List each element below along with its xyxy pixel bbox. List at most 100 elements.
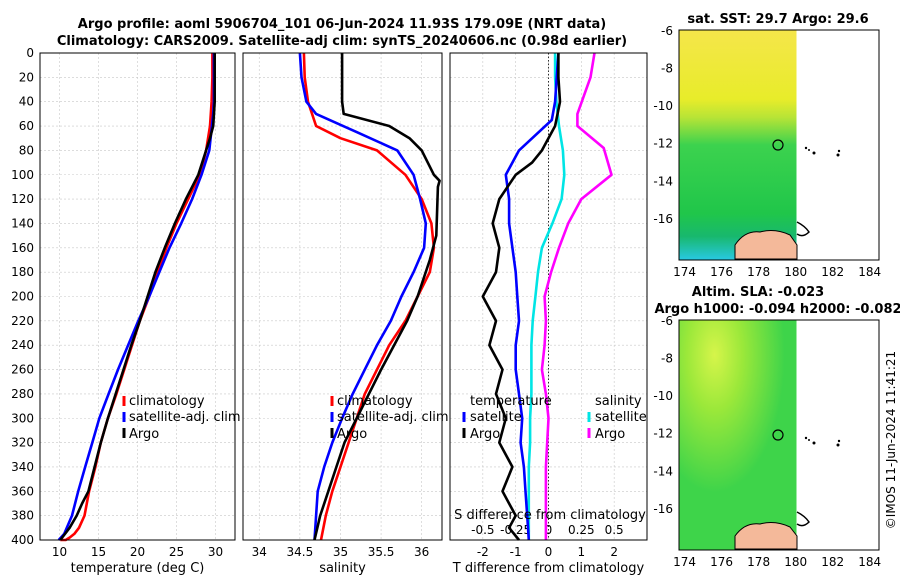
- imos-credit: ©IMOS 11-Jun-2024 11:41:21: [884, 351, 898, 529]
- series-line: [298, 52, 428, 541]
- series-line: [313, 53, 441, 541]
- y-tick-label: 260: [11, 363, 34, 377]
- map-x-tick-label: 178: [747, 555, 770, 569]
- map-x-tick-label: 182: [821, 555, 844, 569]
- fiji-land: [734, 230, 798, 260]
- s-tick-label: -0.25: [500, 523, 531, 537]
- map-y-tick-label: -16: [653, 502, 673, 516]
- map-y-tick-label: -8: [661, 352, 673, 366]
- island-dot: [812, 151, 816, 155]
- series-line: [481, 53, 562, 541]
- x-axis-label: salinity: [319, 561, 366, 576]
- x-tick-label: 35: [333, 545, 348, 559]
- x-tick-label: 25: [169, 545, 184, 559]
- legend-argo-label: Argo: [129, 427, 159, 442]
- map-y-tick-label: -16: [653, 212, 673, 226]
- s-tick-label: -0.5: [471, 523, 494, 537]
- x-tick-label: 0: [545, 545, 553, 559]
- y-tick-label: 400: [11, 533, 34, 547]
- x-tick-label: 35.5: [368, 545, 395, 559]
- island-dot: [804, 146, 808, 150]
- x-tick-label: 36: [414, 545, 429, 559]
- y-tick-label: 160: [11, 241, 34, 255]
- x-axis-label: temperature (deg C): [71, 561, 205, 576]
- map-y-tick-label: -12: [653, 137, 673, 151]
- legend-climatology-label: climatology: [337, 394, 413, 409]
- legend-climatology-label: climatology: [129, 394, 205, 409]
- series-line: [302, 52, 436, 541]
- s-tick-label: 0.5: [605, 523, 624, 537]
- argo-position-marker: [772, 139, 784, 151]
- island-outline: [796, 221, 810, 237]
- sla-map-title2: Argo h1000: -0.094 h2000: -0.082: [654, 302, 900, 317]
- argo-position-marker: [772, 429, 784, 441]
- legend-salinity-label: salinity: [595, 394, 642, 409]
- s-tick-label: 0.25: [568, 523, 595, 537]
- legend-satellite-label: satellite-adj. clim: [129, 410, 241, 425]
- legend-t-argo-label: Argo: [470, 427, 500, 442]
- difference-legend-temperature: temperature satellite Argo: [462, 394, 552, 442]
- y-tick-label: 320: [11, 436, 34, 450]
- salinity-panel: 34 34.5 35 35.5 36 salinity: [242, 52, 443, 576]
- y-tick-label: 200: [11, 290, 34, 304]
- y-tick-label: 380: [11, 509, 34, 523]
- x-tick-label: 34: [252, 545, 267, 559]
- map-x-tick-label: 174: [673, 555, 696, 569]
- x-tick-label: 34.5: [286, 545, 313, 559]
- map-y-tick-label: -10: [653, 389, 673, 403]
- map-y-tick-label: -14: [653, 174, 673, 188]
- fiji-land: [734, 522, 798, 550]
- x-tick-label: 2: [610, 545, 618, 559]
- y-tick-label: 20: [19, 70, 34, 84]
- legend-s-argo-label: Argo: [595, 427, 625, 442]
- map-y-tick-label: -14: [653, 464, 673, 478]
- series-line: [504, 52, 560, 541]
- map-x-tick-label: 184: [858, 265, 881, 279]
- sla-field: [679, 320, 797, 550]
- x-tick-label: 20: [130, 545, 145, 559]
- s-tick-label: 0: [545, 523, 553, 537]
- map-x-tick-label: 176: [710, 555, 733, 569]
- y-tick-label: 340: [11, 460, 34, 474]
- map-y-tick-label: -6: [661, 24, 673, 38]
- legend-t-satellite-label: satellite: [470, 410, 522, 425]
- y-tick-label: 180: [11, 265, 34, 279]
- y-tick-label: 120: [11, 192, 34, 206]
- series-line: [540, 52, 613, 540]
- sst-map-title: sat. SST: 29.7 Argo: 29.6: [687, 12, 868, 27]
- legend-s-satellite-label: satellite: [595, 410, 647, 425]
- difference-panel: -2 -1 0 1 2 T difference from climatology -0.5…: [449, 52, 648, 576]
- x-tick-label: 30: [208, 545, 223, 559]
- figure-title-line1: Argo profile: aoml 5906704_101 06-Jun-20…: [78, 17, 606, 32]
- panel-frame: [39, 52, 236, 541]
- x-tick-label: -1: [510, 545, 522, 559]
- panel-frame: [242, 52, 443, 541]
- island-dot: [804, 436, 808, 440]
- sla-map-title1: Altim. SLA: -0.023: [692, 285, 824, 300]
- salinity-legend: climatology satellite-adj. clim Argo: [330, 394, 449, 442]
- map-y-tick-label: -12: [653, 427, 673, 441]
- map-x-tick-label: 182: [821, 265, 844, 279]
- y-tick-label: 60: [19, 119, 34, 133]
- map-axes: 174 176 178 180 182 184 -6 -8 -10 -12 -14 -16 174 176…: [653, 24, 881, 569]
- y-tick-label: 220: [11, 314, 34, 328]
- panel-frame: [449, 52, 648, 541]
- difference-legend-salinity: salinity satellite Argo: [587, 394, 647, 442]
- sla-map: [678, 319, 880, 551]
- island-dot: [808, 439, 810, 441]
- y-tick-label: 80: [19, 143, 34, 157]
- x-tick-label: -2: [477, 545, 489, 559]
- sst-map: [678, 29, 880, 261]
- map-x-tick-label: 184: [858, 555, 881, 569]
- sst-field: [679, 30, 797, 260]
- legend-temperature-label: temperature: [470, 394, 552, 409]
- island-dot: [808, 149, 810, 151]
- map-y-tick-label: -10: [653, 99, 673, 113]
- map-x-tick-label: 178: [747, 265, 770, 279]
- y-tick-label: 100: [11, 168, 34, 182]
- legend-satellite-label: satellite-adj. clim: [337, 410, 449, 425]
- figure-title-line2: Climatology: CARS2009. Satellite-adj cli…: [57, 34, 627, 49]
- island-dot: [836, 443, 840, 447]
- y-tick-label: 140: [11, 216, 34, 230]
